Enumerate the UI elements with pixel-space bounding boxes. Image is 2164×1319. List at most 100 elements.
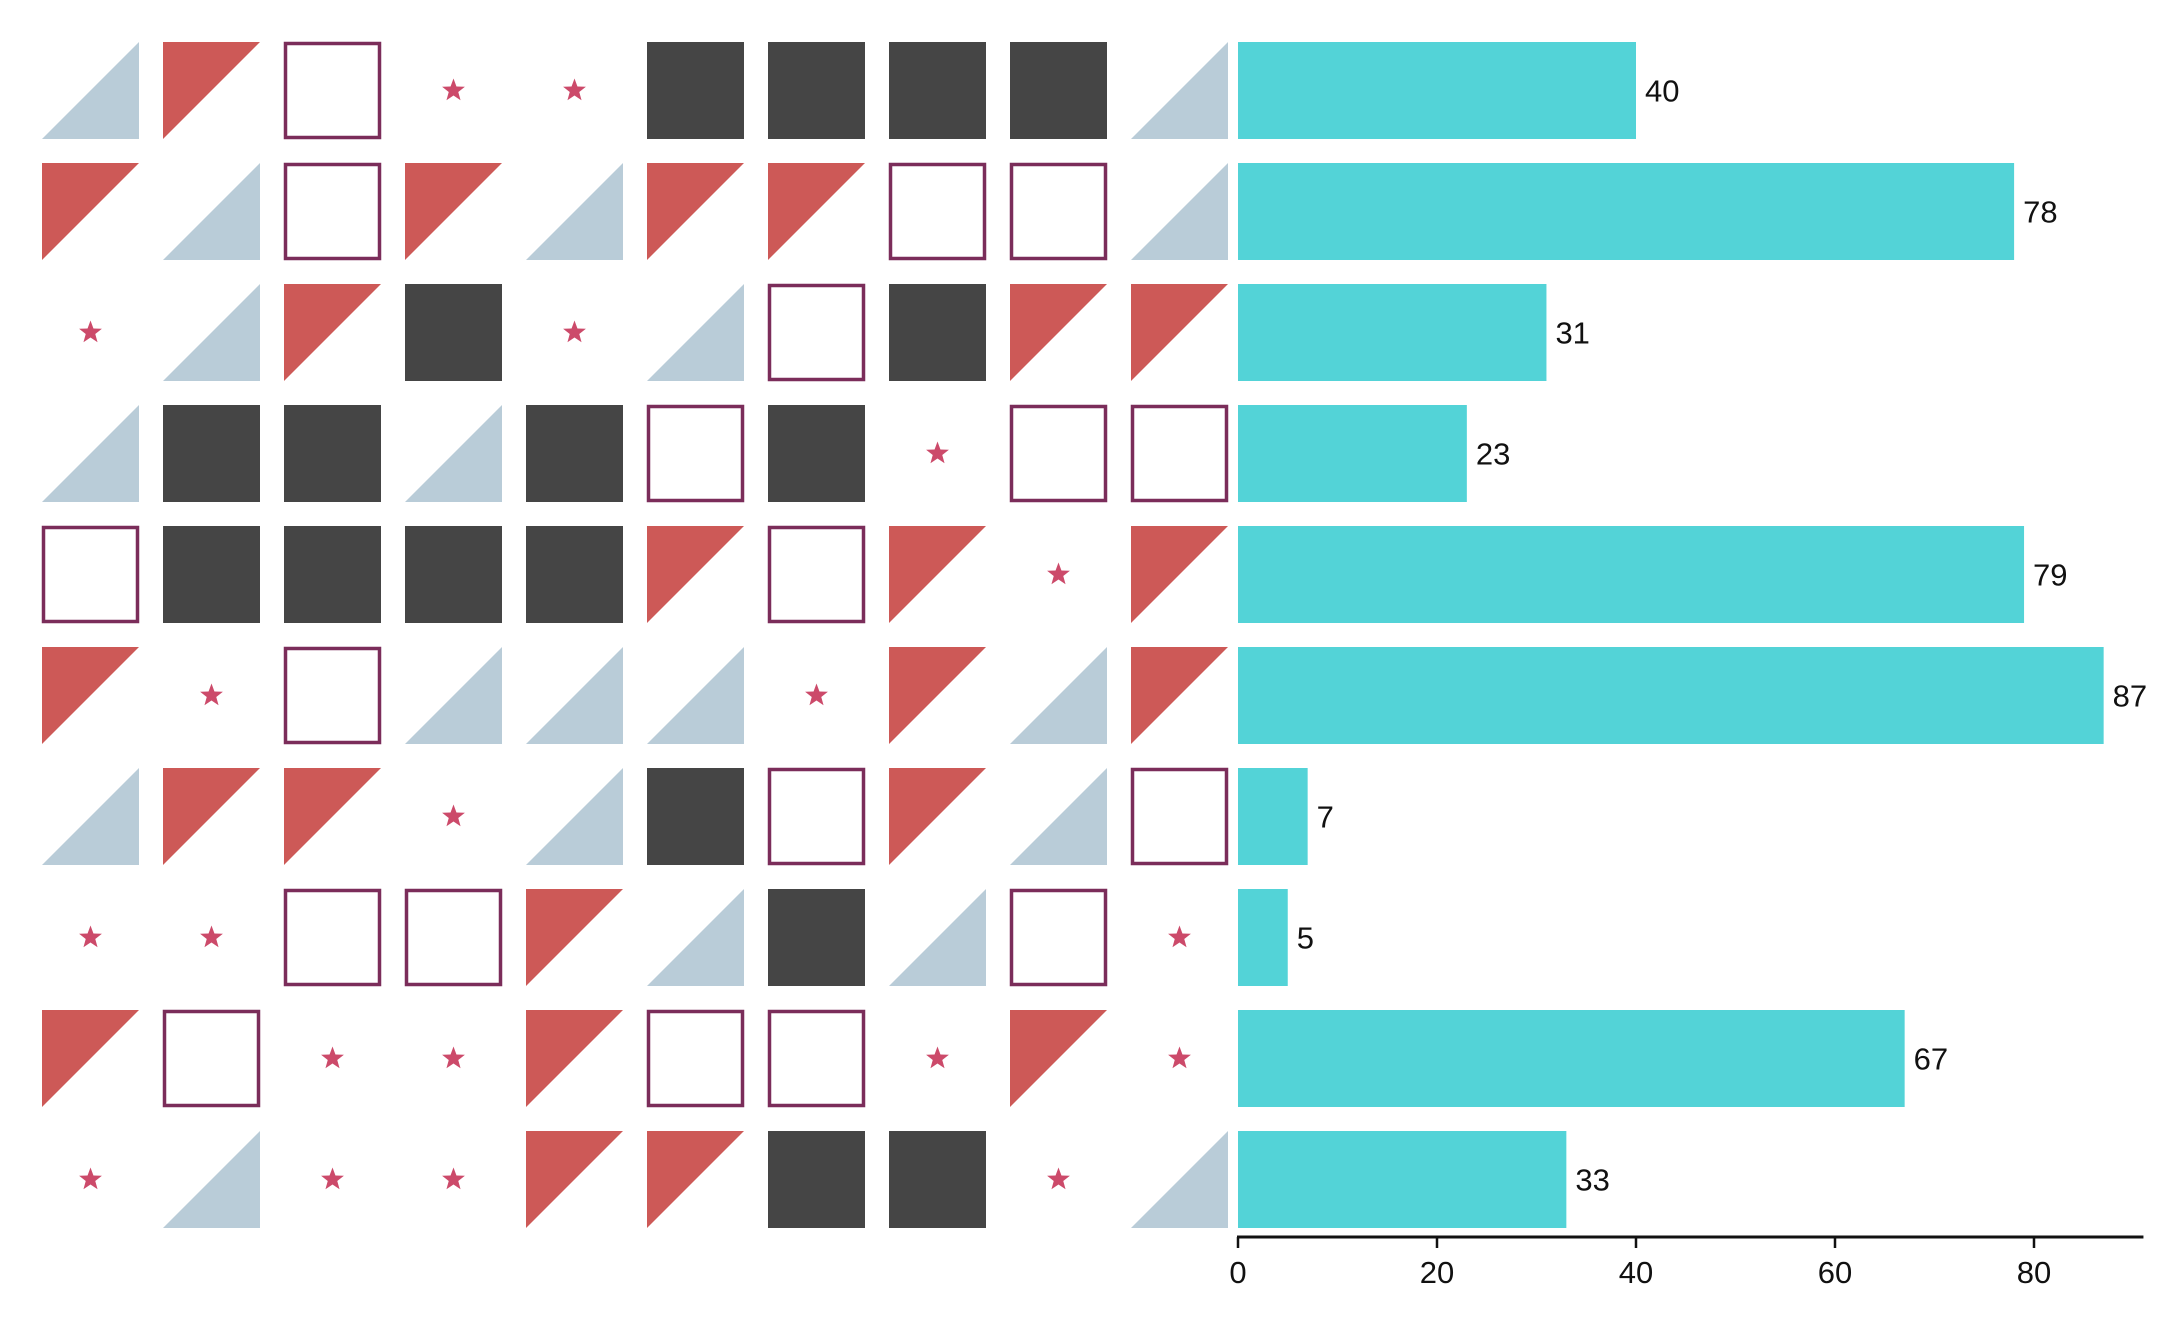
red-triangle-glyph: [647, 526, 744, 623]
blue-triangle-glyph: [526, 163, 623, 260]
bar: [1238, 1010, 1905, 1107]
x-tick-label: 80: [2017, 1255, 2051, 1290]
x-tick-label: 20: [1420, 1255, 1454, 1290]
red-triangle-glyph: [284, 768, 381, 865]
star-glyph: [442, 804, 465, 827]
dark-square-glyph: [647, 42, 744, 139]
red-triangle-glyph: [284, 284, 381, 381]
dark-square-glyph: [768, 405, 865, 502]
bar-value-label: 31: [1555, 316, 1589, 351]
outline-square-glyph: [767, 525, 866, 624]
blue-triangle-glyph: [1010, 768, 1107, 865]
outline-square-glyph: [1130, 767, 1229, 866]
outline-square-glyph: [1130, 404, 1229, 503]
bar-value-label: 33: [1575, 1163, 1609, 1198]
blue-triangle-glyph: [526, 647, 623, 744]
blue-triangle-glyph: [42, 768, 139, 865]
red-triangle-glyph: [647, 163, 744, 260]
blue-triangle-glyph: [42, 42, 139, 139]
red-triangle-glyph: [647, 1131, 744, 1228]
bar-value-label: 23: [1476, 437, 1510, 472]
bar-value-label: 67: [1914, 1042, 1948, 1077]
blue-triangle-glyph: [1131, 163, 1228, 260]
red-triangle-glyph: [526, 1010, 623, 1107]
red-triangle-glyph: [526, 1131, 623, 1228]
x-tick-label: 60: [1818, 1255, 1852, 1290]
outline-square-glyph: [767, 283, 866, 382]
glyph-matrix: [41, 41, 1229, 1228]
dark-square-glyph: [1010, 42, 1107, 139]
blue-triangle-glyph: [647, 647, 744, 744]
red-triangle-glyph: [889, 526, 986, 623]
outline-square-glyph: [283, 162, 382, 261]
dark-square-glyph: [889, 284, 986, 381]
blue-triangle-glyph: [647, 889, 744, 986]
dark-square-glyph: [889, 1131, 986, 1228]
star-glyph: [442, 1167, 465, 1190]
star-glyph: [563, 320, 586, 343]
outline-square-glyph: [1009, 404, 1108, 503]
bar: [1238, 768, 1308, 865]
star-glyph: [200, 683, 223, 706]
outline-square-glyph: [162, 1009, 261, 1108]
bar-value-label: 79: [2033, 558, 2067, 593]
outline-square-glyph: [1009, 888, 1108, 987]
dark-square-glyph: [889, 42, 986, 139]
bar-series: 40 78 31 23 79 87 7 5 67 33: [1238, 42, 2147, 1228]
outline-square-glyph: [283, 41, 382, 140]
bar: [1238, 405, 1467, 502]
dark-square-glyph: [163, 526, 260, 623]
star-glyph: [1047, 1167, 1070, 1190]
bar-value-label: 5: [1297, 921, 1314, 956]
blue-triangle-glyph: [405, 405, 502, 502]
outline-square-glyph: [646, 404, 745, 503]
bar-value-label: 87: [2113, 679, 2147, 714]
outline-square-glyph: [1009, 162, 1108, 261]
x-axis: 0 20 40 60 80: [1229, 1235, 2144, 1290]
dark-square-glyph: [768, 1131, 865, 1228]
dark-square-glyph: [768, 42, 865, 139]
bar: [1238, 647, 2104, 744]
bar: [1238, 42, 1636, 139]
outline-square-glyph: [767, 767, 866, 866]
blue-triangle-glyph: [405, 647, 502, 744]
outline-square-glyph: [646, 1009, 745, 1108]
outline-square-glyph: [767, 1009, 866, 1108]
star-glyph: [926, 1046, 949, 1069]
star-glyph: [442, 78, 465, 101]
blue-triangle-glyph: [163, 1131, 260, 1228]
dark-square-glyph: [526, 405, 623, 502]
star-glyph: [321, 1167, 344, 1190]
outline-square-glyph: [404, 888, 503, 987]
red-triangle-glyph: [526, 889, 623, 986]
blue-triangle-glyph: [1131, 42, 1228, 139]
red-triangle-glyph: [1010, 284, 1107, 381]
dark-square-glyph: [163, 405, 260, 502]
star-glyph: [79, 925, 102, 948]
outline-square-glyph: [41, 525, 140, 624]
red-triangle-glyph: [768, 163, 865, 260]
blue-triangle-glyph: [1131, 1131, 1228, 1228]
star-glyph: [321, 1046, 344, 1069]
bar: [1238, 526, 2025, 623]
dark-square-glyph: [284, 526, 381, 623]
star-glyph: [442, 1046, 465, 1069]
blue-triangle-glyph: [1010, 647, 1107, 744]
bar: [1238, 163, 2015, 260]
red-triangle-glyph: [1131, 526, 1228, 623]
blue-triangle-glyph: [163, 163, 260, 260]
red-triangle-glyph: [1010, 1010, 1107, 1107]
red-triangle-glyph: [889, 647, 986, 744]
bar: [1238, 1131, 1567, 1228]
bar: [1238, 889, 1288, 986]
red-triangle-glyph: [889, 768, 986, 865]
bar: [1238, 284, 1547, 381]
star-glyph: [200, 925, 223, 948]
star-glyph: [563, 78, 586, 101]
x-tick-label: 40: [1619, 1255, 1653, 1290]
star-glyph: [805, 683, 828, 706]
bar-value-label: 40: [1645, 74, 1679, 109]
red-triangle-glyph: [42, 1010, 139, 1107]
dark-square-glyph: [284, 405, 381, 502]
blue-triangle-glyph: [42, 405, 139, 502]
